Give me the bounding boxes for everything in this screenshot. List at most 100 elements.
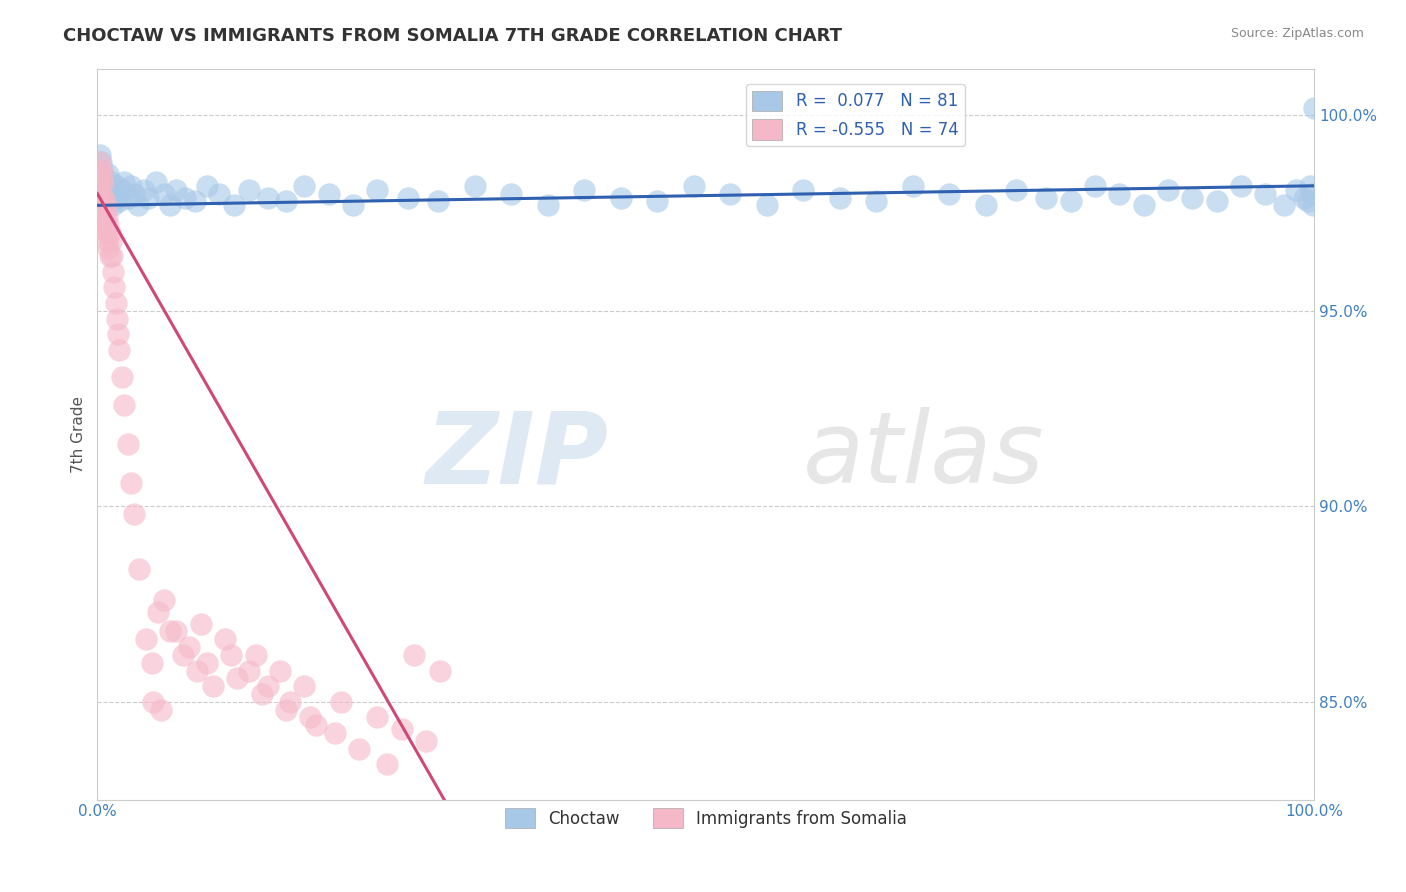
Point xyxy=(89,178,111,193)
Point xyxy=(1108,186,1130,201)
Legend: Choctaw, Immigrants from Somalia: Choctaw, Immigrants from Somalia xyxy=(498,801,914,835)
Point xyxy=(391,722,413,736)
Point xyxy=(105,178,128,193)
Point xyxy=(111,183,134,197)
Point xyxy=(91,186,114,201)
Text: atlas: atlas xyxy=(803,408,1045,505)
Point xyxy=(87,171,110,186)
Point xyxy=(165,624,187,639)
Point xyxy=(464,178,486,193)
Point xyxy=(536,198,558,212)
Point xyxy=(183,194,205,209)
Point xyxy=(98,249,121,263)
Point xyxy=(94,202,117,217)
Point xyxy=(98,226,121,240)
Point xyxy=(186,664,208,678)
Point xyxy=(120,475,142,490)
Point xyxy=(645,194,668,209)
Point xyxy=(415,734,437,748)
Point xyxy=(1230,178,1253,193)
Point xyxy=(208,186,231,201)
Point xyxy=(1132,198,1154,212)
Point xyxy=(214,632,236,647)
Point xyxy=(938,186,960,201)
Point xyxy=(127,198,149,212)
Point xyxy=(1205,194,1227,209)
Point xyxy=(974,198,997,212)
Point xyxy=(256,190,278,204)
Point xyxy=(101,186,124,201)
Point xyxy=(104,296,127,310)
Point xyxy=(122,507,145,521)
Point xyxy=(250,687,273,701)
Point xyxy=(108,194,131,209)
Point xyxy=(292,679,315,693)
Point xyxy=(1303,101,1326,115)
Point xyxy=(402,648,425,662)
Point xyxy=(103,280,125,294)
Point xyxy=(238,664,260,678)
Point xyxy=(159,624,181,639)
Point xyxy=(195,656,218,670)
Point xyxy=(269,664,291,678)
Point xyxy=(177,640,200,654)
Point xyxy=(145,175,167,189)
Point xyxy=(865,194,887,209)
Point xyxy=(111,370,134,384)
Point xyxy=(93,171,115,186)
Point xyxy=(91,163,114,178)
Point xyxy=(104,190,127,204)
Point xyxy=(318,186,340,201)
Point xyxy=(101,249,124,263)
Point xyxy=(366,183,388,197)
Point xyxy=(94,175,117,189)
Point xyxy=(299,710,322,724)
Point xyxy=(132,183,155,197)
Point xyxy=(93,198,115,212)
Point xyxy=(347,741,370,756)
Point xyxy=(97,241,120,255)
Point xyxy=(195,178,218,193)
Point xyxy=(1285,183,1308,197)
Point xyxy=(93,190,115,204)
Point xyxy=(128,562,150,576)
Point xyxy=(96,186,118,201)
Point xyxy=(718,186,741,201)
Point xyxy=(429,664,451,678)
Point xyxy=(190,616,212,631)
Point xyxy=(159,198,181,212)
Point xyxy=(89,167,111,181)
Point xyxy=(91,214,114,228)
Point xyxy=(329,695,352,709)
Point xyxy=(108,343,131,357)
Point xyxy=(1060,194,1083,209)
Point xyxy=(245,648,267,662)
Point xyxy=(682,178,704,193)
Point xyxy=(375,757,398,772)
Point xyxy=(609,190,631,204)
Point xyxy=(91,167,114,181)
Point xyxy=(117,190,139,204)
Point xyxy=(1296,194,1319,209)
Point xyxy=(901,178,924,193)
Point xyxy=(93,218,115,232)
Point xyxy=(105,311,128,326)
Point xyxy=(90,210,112,224)
Point xyxy=(174,190,197,204)
Point xyxy=(93,221,115,235)
Point xyxy=(342,198,364,212)
Point xyxy=(153,593,176,607)
Point xyxy=(148,605,170,619)
Point xyxy=(1157,183,1180,197)
Point xyxy=(142,695,165,709)
Point xyxy=(828,190,851,204)
Point xyxy=(93,194,115,209)
Point xyxy=(153,186,176,201)
Point xyxy=(172,648,194,662)
Point xyxy=(96,210,118,224)
Point xyxy=(305,718,328,732)
Text: CHOCTAW VS IMMIGRANTS FROM SOMALIA 7TH GRADE CORRELATION CHART: CHOCTAW VS IMMIGRANTS FROM SOMALIA 7TH G… xyxy=(63,27,842,45)
Point xyxy=(1302,198,1324,212)
Point xyxy=(112,175,135,189)
Point xyxy=(100,175,122,189)
